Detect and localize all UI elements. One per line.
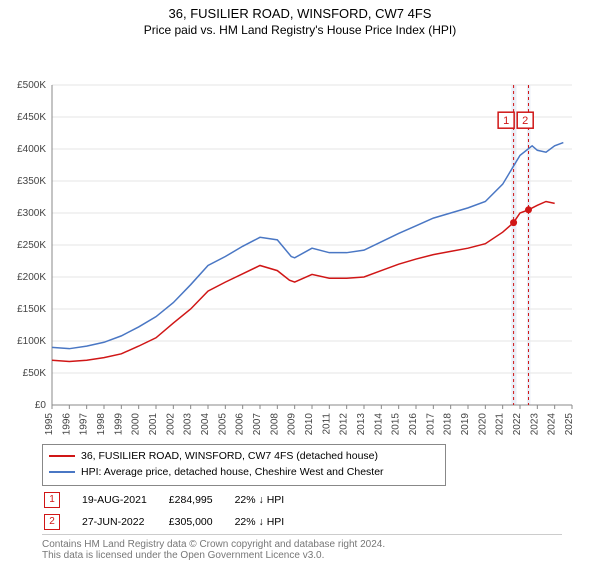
transaction-date: 27-JUN-2022 [82,512,167,532]
x-tick-label: 2007 [252,413,263,436]
x-tick-label: 1995 [44,413,55,436]
x-tick-label: 2018 [443,413,454,436]
x-tick-label: 2000 [131,413,142,436]
x-tick-label: 2015 [391,413,402,436]
x-tick-label: 2019 [460,413,471,436]
marker-box-label: 2 [522,115,528,127]
chart-title: 36, FUSILIER ROAD, WINSFORD, CW7 4FS [0,6,600,21]
x-tick-label: 2002 [165,413,176,436]
series-property [52,201,555,361]
x-tick-label: 2009 [287,413,298,436]
x-tick-label: 2005 [217,413,228,436]
transaction-row: 1 19-AUG-2021£284,99522% ↓ HPI [44,490,304,510]
x-tick-label: 2013 [356,413,367,436]
x-tick-label: 1999 [113,413,124,436]
y-tick-label: £150K [17,304,46,315]
chart-svg: £0 £50K £100K £150K £200K £250K £300K £350K £400… [0,37,592,461]
marker-box-label: 1 [503,115,509,127]
x-tick-label: 2011 [321,413,332,435]
chart-area: £0 £50K £100K £150K £200K £250K £300K £350K £400… [0,37,600,461]
y-tick-label: £300K [17,208,46,219]
x-tick-label: 2016 [408,413,419,436]
transactions-table: 1 19-AUG-2021£284,99522% ↓ HPI 2 27-JUN-202… [42,488,306,534]
x-tick-label: 2010 [304,413,315,436]
x-tick-label: 2006 [235,413,246,436]
y-tick-label: £0 [35,400,47,411]
x-tick-label: 2025 [564,413,575,436]
series-hpi [52,143,563,349]
footnote-line: Contains HM Land Registry data © Crown c… [42,539,562,550]
y-tick-label: £250K [17,240,46,251]
transaction-marker: 2 [44,514,60,530]
x-tick-label: 1996 [61,413,72,436]
y-tick-label: £350K [17,176,46,187]
marker-dot [525,206,532,213]
y-tick-label: £100K [17,336,46,347]
x-tick-label: 2022 [512,413,523,436]
legend-item: HPI: Average price, detached house, Ches… [49,465,439,481]
x-tick-label: 1998 [96,413,107,436]
transaction-price: £284,995 [169,490,233,510]
x-tick-label: 1997 [79,413,90,436]
x-tick-label: 2012 [339,413,350,436]
x-tick-label: 2020 [477,413,488,436]
x-tick-label: 2023 [529,413,540,436]
legend-swatch [49,455,75,457]
transaction-hpi: 22% ↓ HPI [235,490,305,510]
x-tick-label: 2017 [425,413,436,436]
footnote-line: This data is licensed under the Open Gov… [42,550,562,561]
transaction-date: 19-AUG-2021 [82,490,167,510]
x-tick-label: 2003 [183,413,194,436]
transaction-price: £305,000 [169,512,233,532]
legend-box: 36, FUSILIER ROAD, WINSFORD, CW7 4FS (de… [42,444,446,486]
y-tick-label: £400K [17,144,46,155]
y-tick-label: £500K [17,80,46,91]
x-tick-label: 2024 [547,413,558,436]
transaction-hpi: 22% ↓ HPI [235,512,305,532]
y-tick-label: £200K [17,272,46,283]
transaction-marker: 1 [44,492,60,508]
legend-label: HPI: Average price, detached house, Ches… [81,466,384,478]
x-tick-label: 2004 [200,413,211,436]
y-tick-label: £50K [23,368,47,379]
x-tick-label: 2014 [373,413,384,436]
footnote: Contains HM Land Registry data © Crown c… [42,534,562,561]
chart-subtitle: Price paid vs. HM Land Registry's House … [0,23,600,37]
y-tick-label: £450K [17,112,46,123]
x-tick-label: 2001 [148,413,159,436]
legend-label: 36, FUSILIER ROAD, WINSFORD, CW7 4FS (de… [81,450,378,462]
legend-swatch [49,471,75,473]
marker-dot [510,219,517,226]
x-tick-label: 2021 [495,413,506,436]
transaction-row: 2 27-JUN-2022£305,00022% ↓ HPI [44,512,304,532]
x-tick-label: 2008 [269,413,280,436]
legend-item: 36, FUSILIER ROAD, WINSFORD, CW7 4FS (de… [49,449,439,465]
